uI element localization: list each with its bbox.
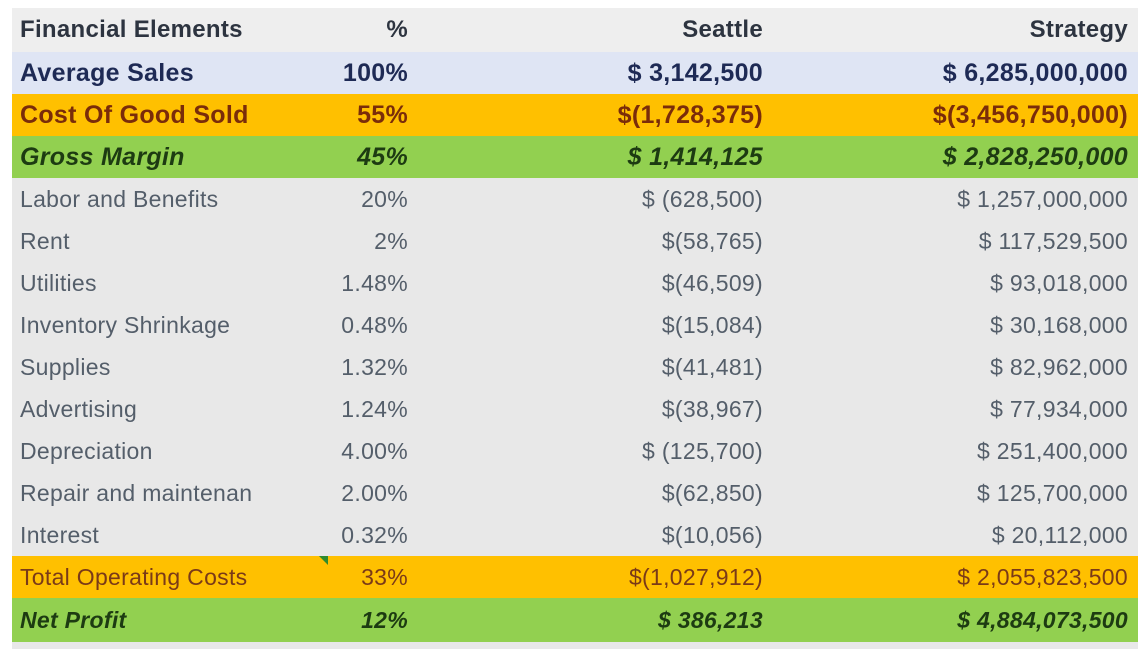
table-row-repair-and-maintenance: Repair and maintenan 2.00% $(62,850) $ 1… xyxy=(12,472,1138,514)
row-seattle-value[interactable]: $(41,481) xyxy=(661,353,763,380)
row-strategy-value[interactable]: $ 6,285,000,000 xyxy=(773,52,1138,94)
row-label[interactable]: Advertising xyxy=(20,395,138,422)
row-label[interactable]: Gross Margin xyxy=(12,136,330,178)
row-percent[interactable]: 12% xyxy=(330,598,418,642)
row-percent[interactable]: 20% xyxy=(361,185,408,212)
row-label[interactable]: Inventory Shrinkage xyxy=(20,311,231,338)
row-strategy-value[interactable]: $ 82,962,000 xyxy=(990,353,1128,380)
row-percent[interactable]: 45% xyxy=(330,136,418,178)
row-percent[interactable]: 2% xyxy=(374,227,408,254)
row-strategy-value[interactable]: $ 77,934,000 xyxy=(990,395,1128,422)
header-financial-elements[interactable]: Financial Elements xyxy=(12,8,330,52)
row-strategy-value[interactable]: $ 93,018,000 xyxy=(990,269,1128,296)
row-seattle-value[interactable]: $(1,728,375) xyxy=(418,94,773,136)
row-strategy-value[interactable]: $ 1,257,000,000 xyxy=(957,185,1128,212)
table-row-depreciation: Depreciation 4.00% $ (125,700) $ 251,400… xyxy=(12,430,1138,472)
row-strategy-value[interactable]: $ 4,884,073,500 xyxy=(773,598,1138,642)
row-percent[interactable]: 0.48% xyxy=(341,311,408,338)
row-strategy-value[interactable]: $ 2,055,823,500 xyxy=(773,556,1138,598)
row-seattle-value[interactable]: $(58,765) xyxy=(661,227,763,254)
table-row-interest: Interest 0.32% $(10,056) $ 20,112,000 xyxy=(12,514,1138,556)
table-row-advertising: Advertising 1.24% $(38,967) $ 77,934,000 xyxy=(12,388,1138,430)
row-strategy-value[interactable]: $ 2,828,250,000 xyxy=(773,136,1138,178)
table-row-utilities: Utilities 1.48% $(46,509) $ 93,018,000 xyxy=(12,262,1138,304)
row-seattle-value[interactable]: $ 3,142,500 xyxy=(418,52,773,94)
row-percent[interactable]: 0.32% xyxy=(341,521,408,548)
row-percent[interactable]: 1.48% xyxy=(341,269,408,296)
row-percent[interactable]: 4.00% xyxy=(341,437,408,464)
row-percent[interactable]: 100% xyxy=(330,52,418,94)
row-strategy-value[interactable]: $(3,456,750,000) xyxy=(773,94,1138,136)
row-seattle-value[interactable]: $(15,084) xyxy=(661,311,763,338)
row-strategy-value[interactable]: $ 20,112,000 xyxy=(991,521,1128,548)
row-seattle-value[interactable]: $(1,027,912) xyxy=(418,556,773,598)
row-label[interactable]: Repair and maintenan xyxy=(20,479,253,506)
row-percent[interactable]: 1.24% xyxy=(341,395,408,422)
table-row-net-profit: Net Profit 12% $ 386,213 $ 4,884,073,500 xyxy=(12,598,1138,642)
row-percent[interactable]: 33% xyxy=(330,556,418,598)
header-strategy[interactable]: Strategy xyxy=(773,8,1138,52)
header-seattle[interactable]: Seattle xyxy=(418,8,773,52)
row-label[interactable]: Supplies xyxy=(20,353,111,380)
financial-table: Financial Elements % Seattle Strategy Av… xyxy=(12,8,1138,642)
row-seattle-value[interactable]: $ 386,213 xyxy=(418,598,773,642)
row-seattle-value[interactable]: $ (628,500) xyxy=(642,185,763,212)
row-label[interactable]: Rent xyxy=(20,227,70,254)
row-label[interactable]: Net Profit xyxy=(12,598,330,642)
row-strategy-value[interactable]: $ 30,168,000 xyxy=(990,311,1128,338)
row-seattle-value[interactable]: $ (125,700) xyxy=(642,437,763,464)
row-percent[interactable]: 55% xyxy=(330,94,418,136)
row-percent[interactable]: 2.00% xyxy=(341,479,408,506)
row-seattle-value[interactable]: $(10,056) xyxy=(661,521,763,548)
row-strategy-value[interactable]: $ 125,700,000 xyxy=(977,479,1128,506)
table-row-supplies: Supplies 1.32% $(41,481) $ 82,962,000 xyxy=(12,346,1138,388)
header-percent[interactable]: % xyxy=(330,8,418,52)
table-header-row: Financial Elements % Seattle Strategy xyxy=(12,8,1138,52)
row-seattle-value[interactable]: $(38,967) xyxy=(661,395,763,422)
table-row-average-sales: Average Sales 100% $ 3,142,500 $ 6,285,0… xyxy=(12,52,1138,94)
row-label[interactable]: Average Sales xyxy=(12,52,330,94)
row-label[interactable]: Cost Of Good Sold xyxy=(12,94,330,136)
row-seattle-value[interactable]: $ 1,414,125 xyxy=(418,136,773,178)
table-row-gross-margin: Gross Margin 45% $ 1,414,125 $ 2,828,250… xyxy=(12,136,1138,178)
row-label[interactable]: Labor and Benefits xyxy=(20,185,219,212)
comment-indicator-icon[interactable] xyxy=(319,556,328,565)
row-percent[interactable]: 1.32% xyxy=(341,353,408,380)
row-strategy-value[interactable]: $ 117,529,500 xyxy=(978,227,1128,254)
table-row-cost-of-good-sold: Cost Of Good Sold 55% $(1,728,375) $(3,4… xyxy=(12,94,1138,136)
row-seattle-value[interactable]: $(62,850) xyxy=(661,479,763,506)
row-label[interactable]: Utilities xyxy=(20,269,97,296)
row-label-cell[interactable]: Total Operating Costs xyxy=(12,556,330,598)
row-strategy-value[interactable]: $ 251,400,000 xyxy=(977,437,1128,464)
row-label[interactable]: Interest xyxy=(20,521,100,548)
table-row-rent: Rent 2% $(58,765) $ 117,529,500 xyxy=(12,220,1138,262)
row-seattle-value[interactable]: $(46,509) xyxy=(661,269,763,296)
row-label: Total Operating Costs xyxy=(20,563,248,590)
row-label[interactable]: Depreciation xyxy=(20,437,153,464)
table-row-labor-and-benefits: Labor and Benefits 20% $ (628,500) $ 1,2… xyxy=(12,178,1138,220)
table-row-total-operating-costs: Total Operating Costs 33% $(1,027,912) $… xyxy=(12,556,1138,598)
financial-table-container: Financial Elements % Seattle Strategy Av… xyxy=(12,8,1138,649)
table-row-inventory-shrinkage: Inventory Shrinkage 0.48% $(15,084) $ 30… xyxy=(12,304,1138,346)
